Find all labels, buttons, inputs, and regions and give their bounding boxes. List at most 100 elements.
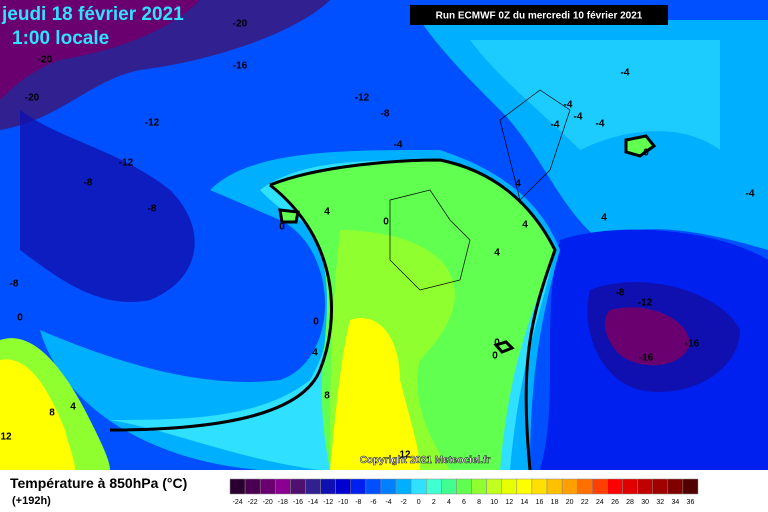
contour-labels: -20 -20 -16 -20 -12 -8 -12 -4 -12 -8 -8 4 0 0 -8 0 0 4 8 4 8… [0,19,754,461]
contour-label: -4 [596,119,605,130]
contour-label: -16 [233,61,248,72]
colorbar-label: -16 [293,499,303,506]
colorbar-label: -4 [385,499,391,506]
colorbar-label: -2 [400,499,406,506]
contour-label: -4 [746,189,755,200]
colorbar-label: 32 [656,499,664,506]
contour-label: 8 [49,408,55,419]
colorbar-swatch [471,478,487,495]
contour-label: 4 [515,179,521,190]
colorbar-swatch [275,478,291,495]
contour-label: -12 [355,93,370,104]
colorbar-label: 28 [626,499,634,506]
colorbar-label: -6 [370,499,376,506]
contour-label: -16 [639,353,654,364]
contour-label: -16 [685,339,700,350]
colorbar-swatch [380,478,397,495]
colorbar-label: -24 [232,499,242,506]
colorbar-swatch [667,478,684,495]
contour-label: -8 [616,288,625,299]
colorbar-swatch [576,478,593,495]
time-title: 1:00 locale [12,28,109,49]
colorbar-swatch [561,478,578,495]
colorbar-label: -20 [263,499,273,506]
copyright: Copyright 2021 Meteociel.fr [360,455,491,466]
colorbar-swatch [365,478,382,495]
colorbar-label: 20 [566,499,574,506]
colorbar-label: 6 [462,499,466,506]
contour-label: 4 [312,348,318,359]
colorbar-label: 16 [536,499,544,506]
contour-label: -20 [233,19,248,30]
contour-label: -4 [394,140,403,151]
colorbar-swatch [259,478,276,495]
colorbar-swatch [335,478,352,495]
contour-label: 8 [324,391,330,402]
colorbar-swatch [290,478,306,495]
colorbar-label: -12 [323,499,333,506]
colorbar-swatch [592,478,608,495]
colorbar-label: 36 [687,499,695,506]
colorbar: -24 -22 -20 -18 -16 -14 -12 -10 -8 -6 -4 -2 0 2 4 6 8 10 1… [229,478,699,506]
colorbar-swatch [501,478,518,495]
colorbar-label: -10 [338,499,348,506]
colorbar-label: 4 [447,499,451,506]
contour-label: -4 [564,100,573,111]
colorbar-label: -14 [308,499,318,506]
colorbar-label: 26 [611,499,619,506]
colorbar-swatch [607,478,623,495]
contour-label: 12 [399,450,411,461]
colorbar-swatch [456,478,472,495]
colorbar-label: 10 [490,499,498,506]
legend-title: Température à 850hPa (°C) [10,475,187,491]
colorbar-label: 2 [432,499,436,506]
colorbar-swatch [426,478,442,495]
colorbar-label: 30 [641,499,649,506]
contour-label: 4 [324,207,330,218]
colorbar-swatch [531,478,548,495]
colorbar-label: 14 [520,499,528,506]
contour-label: 4 [522,220,528,231]
colorbar-swatch [546,478,563,495]
contour-label: -12 [638,298,653,309]
contour-label: 12 [0,432,12,443]
legend-lead: (+192h) [12,495,51,507]
contour-label: -8 [148,204,157,215]
contour-label: -4 [621,68,630,79]
contour-label: 0 [383,217,389,228]
colorbar-swatch [622,478,638,495]
colorbar-label: 24 [596,499,604,506]
contour-label: -8 [381,109,390,120]
contour-label: 0 [494,338,500,349]
contour-label: -20 [25,93,40,104]
colorbar-label: -22 [248,499,258,506]
colorbar-label: -8 [355,499,361,506]
colorbar-label: 18 [551,499,559,506]
colorbar-label: -18 [278,499,288,506]
contour-label: 4 [70,402,76,413]
contour-label: -12 [119,158,134,169]
colorbar-label: 34 [671,499,679,506]
contour-label: -8 [10,279,19,290]
colorbar-label: 0 [417,499,421,506]
colorbar-swatch [305,478,321,495]
colorbar-swatch [244,478,261,495]
colorbar-swatch [410,478,427,495]
run-box [410,5,668,25]
contour-label: 4 [494,248,500,259]
colorbar-label: 8 [477,499,481,506]
contour-label: -4 [574,112,583,123]
contour-label: -8 [84,178,93,189]
date-title: jeudi 18 février 2021 [1,4,184,25]
colorbar-swatch [682,478,699,495]
colorbar-swatch [637,478,653,495]
colorbar-swatch [395,478,412,495]
colorbar-label: 22 [581,499,589,506]
contour-label: 0 [492,351,498,362]
contour-label: 0 [17,313,23,324]
colorbar-swatch [516,478,533,495]
contour-label: -4 [551,120,560,131]
contour-label: -12 [145,118,160,129]
contour-label: 0 [313,317,319,328]
